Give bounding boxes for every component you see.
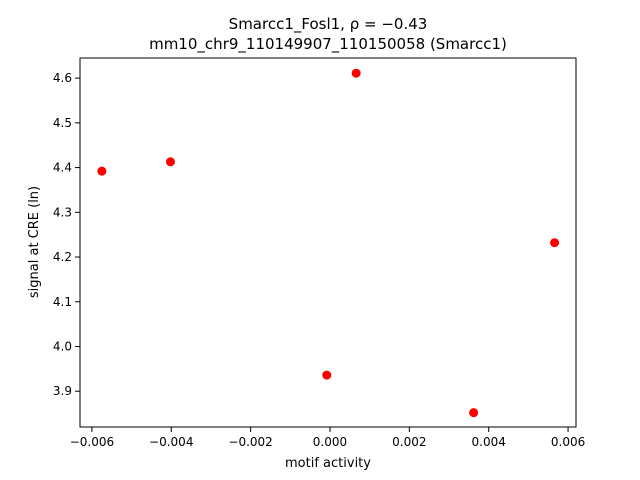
plot-area: −0.006 −0.004 −0.002 0.000 0.002 0.004 0.006 3.…: [53, 68, 585, 449]
y-tick-label: 4.5: [53, 116, 72, 130]
data-point: [351, 68, 361, 78]
data-point: [322, 370, 332, 380]
axes-frame: [79, 57, 577, 428]
x-tick-label: 0.000: [313, 435, 347, 449]
x-tick-label: 0.006: [551, 435, 585, 449]
y-tick-label: 4.4: [53, 161, 72, 175]
y-tick-label: 3.9: [53, 384, 72, 398]
x-axis-label: motif activity: [285, 456, 371, 471]
x-tick-label: −0.006: [70, 435, 114, 449]
x-tick-label: 0.002: [392, 435, 426, 449]
data-point: [97, 166, 107, 176]
data-point: [469, 408, 479, 418]
y-tick-label: 4.2: [53, 250, 72, 264]
x-tick-label: −0.004: [149, 435, 193, 449]
chart-title-line1: Smarcc1_Fosl1, ρ = −0.43: [229, 15, 428, 34]
x-tick-label: −0.002: [228, 435, 272, 449]
x-tick-label: 0.004: [472, 435, 506, 449]
y-axis-label: signal at CRE (ln): [27, 186, 42, 298]
data-point: [165, 157, 175, 167]
y-tick-label: 4.6: [53, 71, 72, 85]
y-tick-label: 4.3: [53, 205, 72, 219]
y-tick-label: 4.0: [53, 339, 72, 353]
y-tick-label: 4.1: [53, 295, 72, 309]
data-point: [550, 238, 560, 248]
chart-title-line2: mm10_chr9_110149907_110150058 (Smarcc1): [149, 35, 507, 54]
